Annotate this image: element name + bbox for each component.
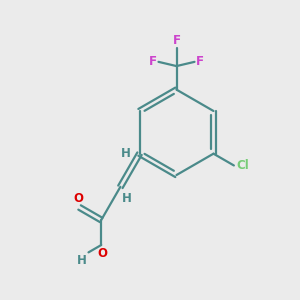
Text: Cl: Cl xyxy=(236,159,249,172)
Text: H: H xyxy=(77,254,87,267)
Text: F: F xyxy=(149,55,157,68)
Text: H: H xyxy=(122,192,132,205)
Text: H: H xyxy=(121,147,131,160)
Text: O: O xyxy=(73,192,83,205)
Text: O: O xyxy=(98,248,108,260)
Text: F: F xyxy=(196,55,204,68)
Text: F: F xyxy=(172,34,181,46)
